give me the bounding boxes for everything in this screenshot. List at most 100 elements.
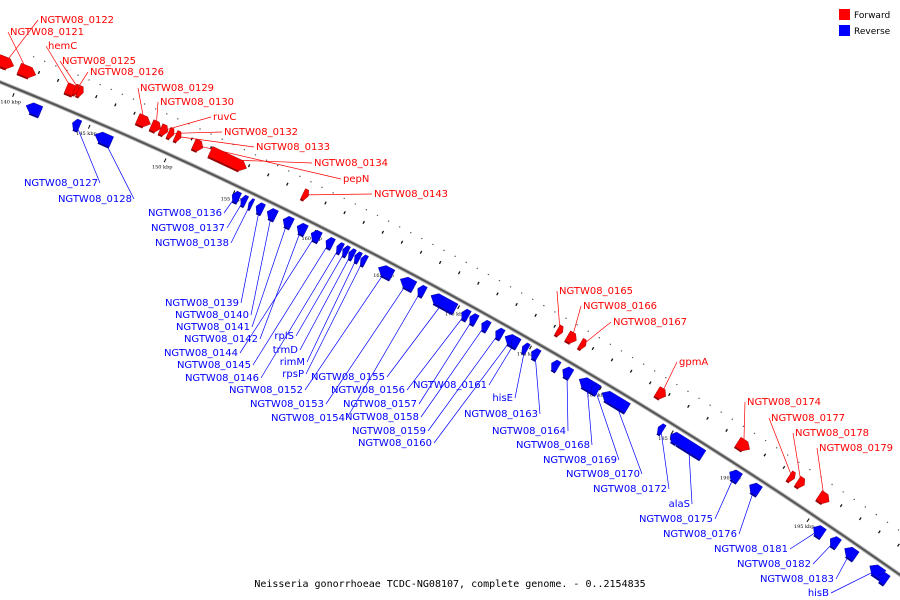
forward-gene-label: NGTW08_0178 [795,428,869,439]
guide-dot [476,267,478,270]
forward-gene-arrow-shade [564,340,571,345]
guide-dot [154,108,157,110]
unlabeled-gene-arrow [670,431,683,445]
guide-dash [782,465,786,470]
reverse-gene-arrow [72,118,83,132]
forward-gene-arrow-shade [207,156,239,173]
scale-tick [806,518,810,523]
reverse-gene-label-connector [488,341,516,386]
reverse-gene-arrow-shade [341,255,346,259]
legend-reverse-swatch [839,25,850,36]
reverse-gene-label: trmD [273,345,299,356]
reverse-gene-label-connector [251,221,288,328]
legend-forward-swatch [839,9,850,20]
forward-gene-label-connector [556,290,561,332]
reverse-gene-label-connector [305,259,364,375]
unlabeled-gene-arrow [25,102,44,118]
reverse-gene-label: NGTW08_0170 [566,469,640,480]
guide-dash [381,230,385,234]
guide-dash [438,260,442,265]
reverse-gene-arrow [282,215,295,230]
guide-dot [332,192,334,194]
forward-gene-label: NGTW08_0166 [583,301,657,312]
guide-dot [243,148,246,151]
reverse-gene-label-connector [75,124,101,184]
forward-gene-label: NGTW08_0122 [40,15,114,26]
reverse-gene-label-connector [586,383,593,446]
forward-gene-label: pepN [343,174,369,185]
guide-dot [720,411,722,413]
guide-dash [763,453,767,457]
guide-dot [443,249,445,252]
reverse-gene-label: NGTW08_0145 [177,360,251,371]
forward-gene-arrow-shade [71,94,75,97]
reverse-gene-label-connector [418,318,474,405]
guide-dash [324,201,327,205]
guide-dot [354,203,357,205]
unlabeled-gene-arrow-shade [878,581,885,587]
legend-forward-label: Forward [854,11,890,21]
scale-label: 155 kbp [221,197,242,203]
reverse-gene-label: rimM [280,357,305,368]
reverse-gene-label: NGTW08_0163 [464,409,538,420]
guide-dot [166,113,168,115]
guide-dot [498,279,501,282]
guide-dot [775,447,778,449]
guide-dot [143,103,146,105]
forward-gene-arrow-shade [815,499,823,506]
reverse-gene-label: alaS [669,499,690,510]
guide-dot [532,298,534,301]
forward-gene-arrow [173,130,182,143]
forward-gene-arrow-shade [148,129,155,134]
reverse-gene-arrow [511,336,522,350]
guide-dash [95,94,98,99]
guide-dot [831,483,833,486]
reverse-gene-arrow-shade [675,444,701,462]
guide-dot [454,255,456,258]
guide-dot [598,337,600,339]
reverse-gene-label: NGTW08_0154 [271,413,345,424]
reverse-gene-arrow-shade [656,432,661,437]
guide-dot [687,390,689,393]
guide-dash [190,137,194,141]
reverse-gene-arrow [521,342,531,355]
reverse-gene-arrow [417,284,428,298]
scale-label: 175 kbp [517,352,538,358]
forward-gene-arrow-shade [157,133,163,138]
guide-dot [121,93,124,95]
forward-gene-arrow [191,138,204,152]
reverse-gene-arrow [360,254,369,267]
reverse-gene-label-connector [427,332,500,432]
forward-gene-label-connector [5,19,39,63]
reverse-gene-arrow-shade [311,239,318,245]
reverse-gene-arrow-shade [325,247,331,251]
guide-dot [554,311,556,313]
forward-gene-arrow-shade [172,140,177,144]
guide-dot [665,377,667,379]
reverse-gene-label-connector [240,207,260,304]
scale-tick [670,430,674,435]
reverse-gene-label-connector [304,271,386,391]
guide-dot [265,159,268,161]
reverse-gene-arrow-shade [402,286,412,294]
reverse-gene-arrow-shade [255,212,261,217]
unlabeled-gene-arrow-shade [28,112,39,119]
map-caption: Neisseria gonorrhoeae TCDC-NG08107, comp… [254,579,645,590]
reverse-gene-label-connector [250,213,272,316]
reverse-gene-label-connector [325,282,408,405]
forward-gene-label-connector [743,401,746,446]
guide-dash [114,103,117,107]
guide-dot [731,418,734,420]
forward-gene-label: NGTW08_0165 [559,286,633,297]
guide-dot [753,432,756,435]
legend-reverse-label: Reverse [854,27,891,37]
reverse-gene-arrow [255,202,266,215]
unlabeled-gene-arrow-shade [669,441,677,447]
forward-gene-label: NGTW08_0121 [10,27,84,38]
reverse-gene-label-connector [239,235,316,354]
forward-gene-label: NGTW08_0174 [747,397,821,408]
guide-dash [534,313,537,317]
guide-dot [842,491,844,493]
guide-dot [55,65,57,67]
forward-gene-label: NGTW08_0126 [90,67,164,78]
